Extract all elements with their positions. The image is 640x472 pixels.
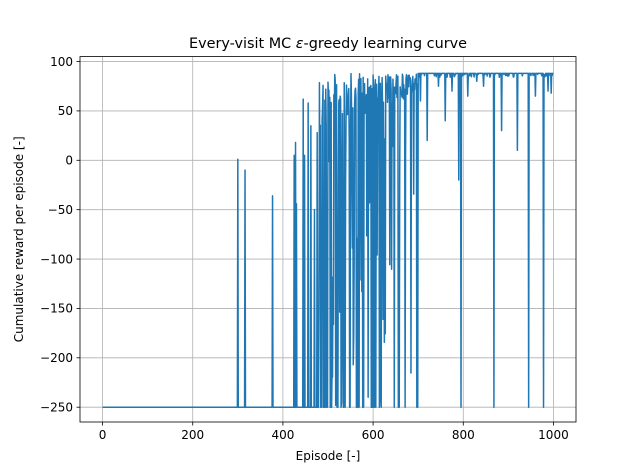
x-tick-label: 800	[452, 428, 475, 442]
y-tick-label: −50	[48, 203, 73, 217]
y-tick-label: 50	[58, 104, 73, 118]
y-tick-label: 100	[50, 55, 73, 69]
y-tick-label: 0	[65, 154, 73, 168]
plot-frame	[79, 56, 577, 423]
y-tick-label: −200	[40, 351, 73, 365]
y-axis-label: Cumulative reward per episode [-]	[12, 136, 26, 342]
reward-series-path	[102, 72, 554, 408]
x-tick-label: 0	[99, 428, 107, 442]
y-tick-label: −150	[40, 302, 73, 316]
x-tick-label: 400	[271, 428, 294, 442]
series-line	[102, 72, 554, 408]
ticks: 0 200 400 600 800 1000 −250 −200 −150 −100 −50 0 50 1…	[40, 55, 569, 442]
y-tick-label: −250	[40, 400, 73, 414]
chart-title: Every-visit MC ε-greedy learning curve	[189, 36, 467, 52]
x-tick-label: 200	[181, 428, 204, 442]
x-tick-label: 1000	[538, 428, 569, 442]
x-axis-label: Episode [-]	[296, 449, 361, 463]
x-tick-label: 600	[362, 428, 385, 442]
y-tick-label: −100	[40, 252, 73, 266]
